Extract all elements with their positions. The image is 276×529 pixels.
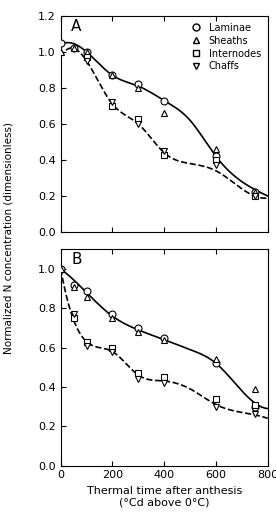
Text: Normalized N concentration (dimensionless): Normalized N concentration (dimensionles… (3, 122, 13, 354)
X-axis label: Thermal time after anthesis
(°Cd above 0°C): Thermal time after anthesis (°Cd above 0… (87, 486, 242, 507)
Legend: Laminae, Sheaths, Internodes, Chaffs: Laminae, Sheaths, Internodes, Chaffs (184, 21, 263, 74)
Text: A: A (71, 19, 81, 34)
Text: B: B (71, 252, 82, 268)
